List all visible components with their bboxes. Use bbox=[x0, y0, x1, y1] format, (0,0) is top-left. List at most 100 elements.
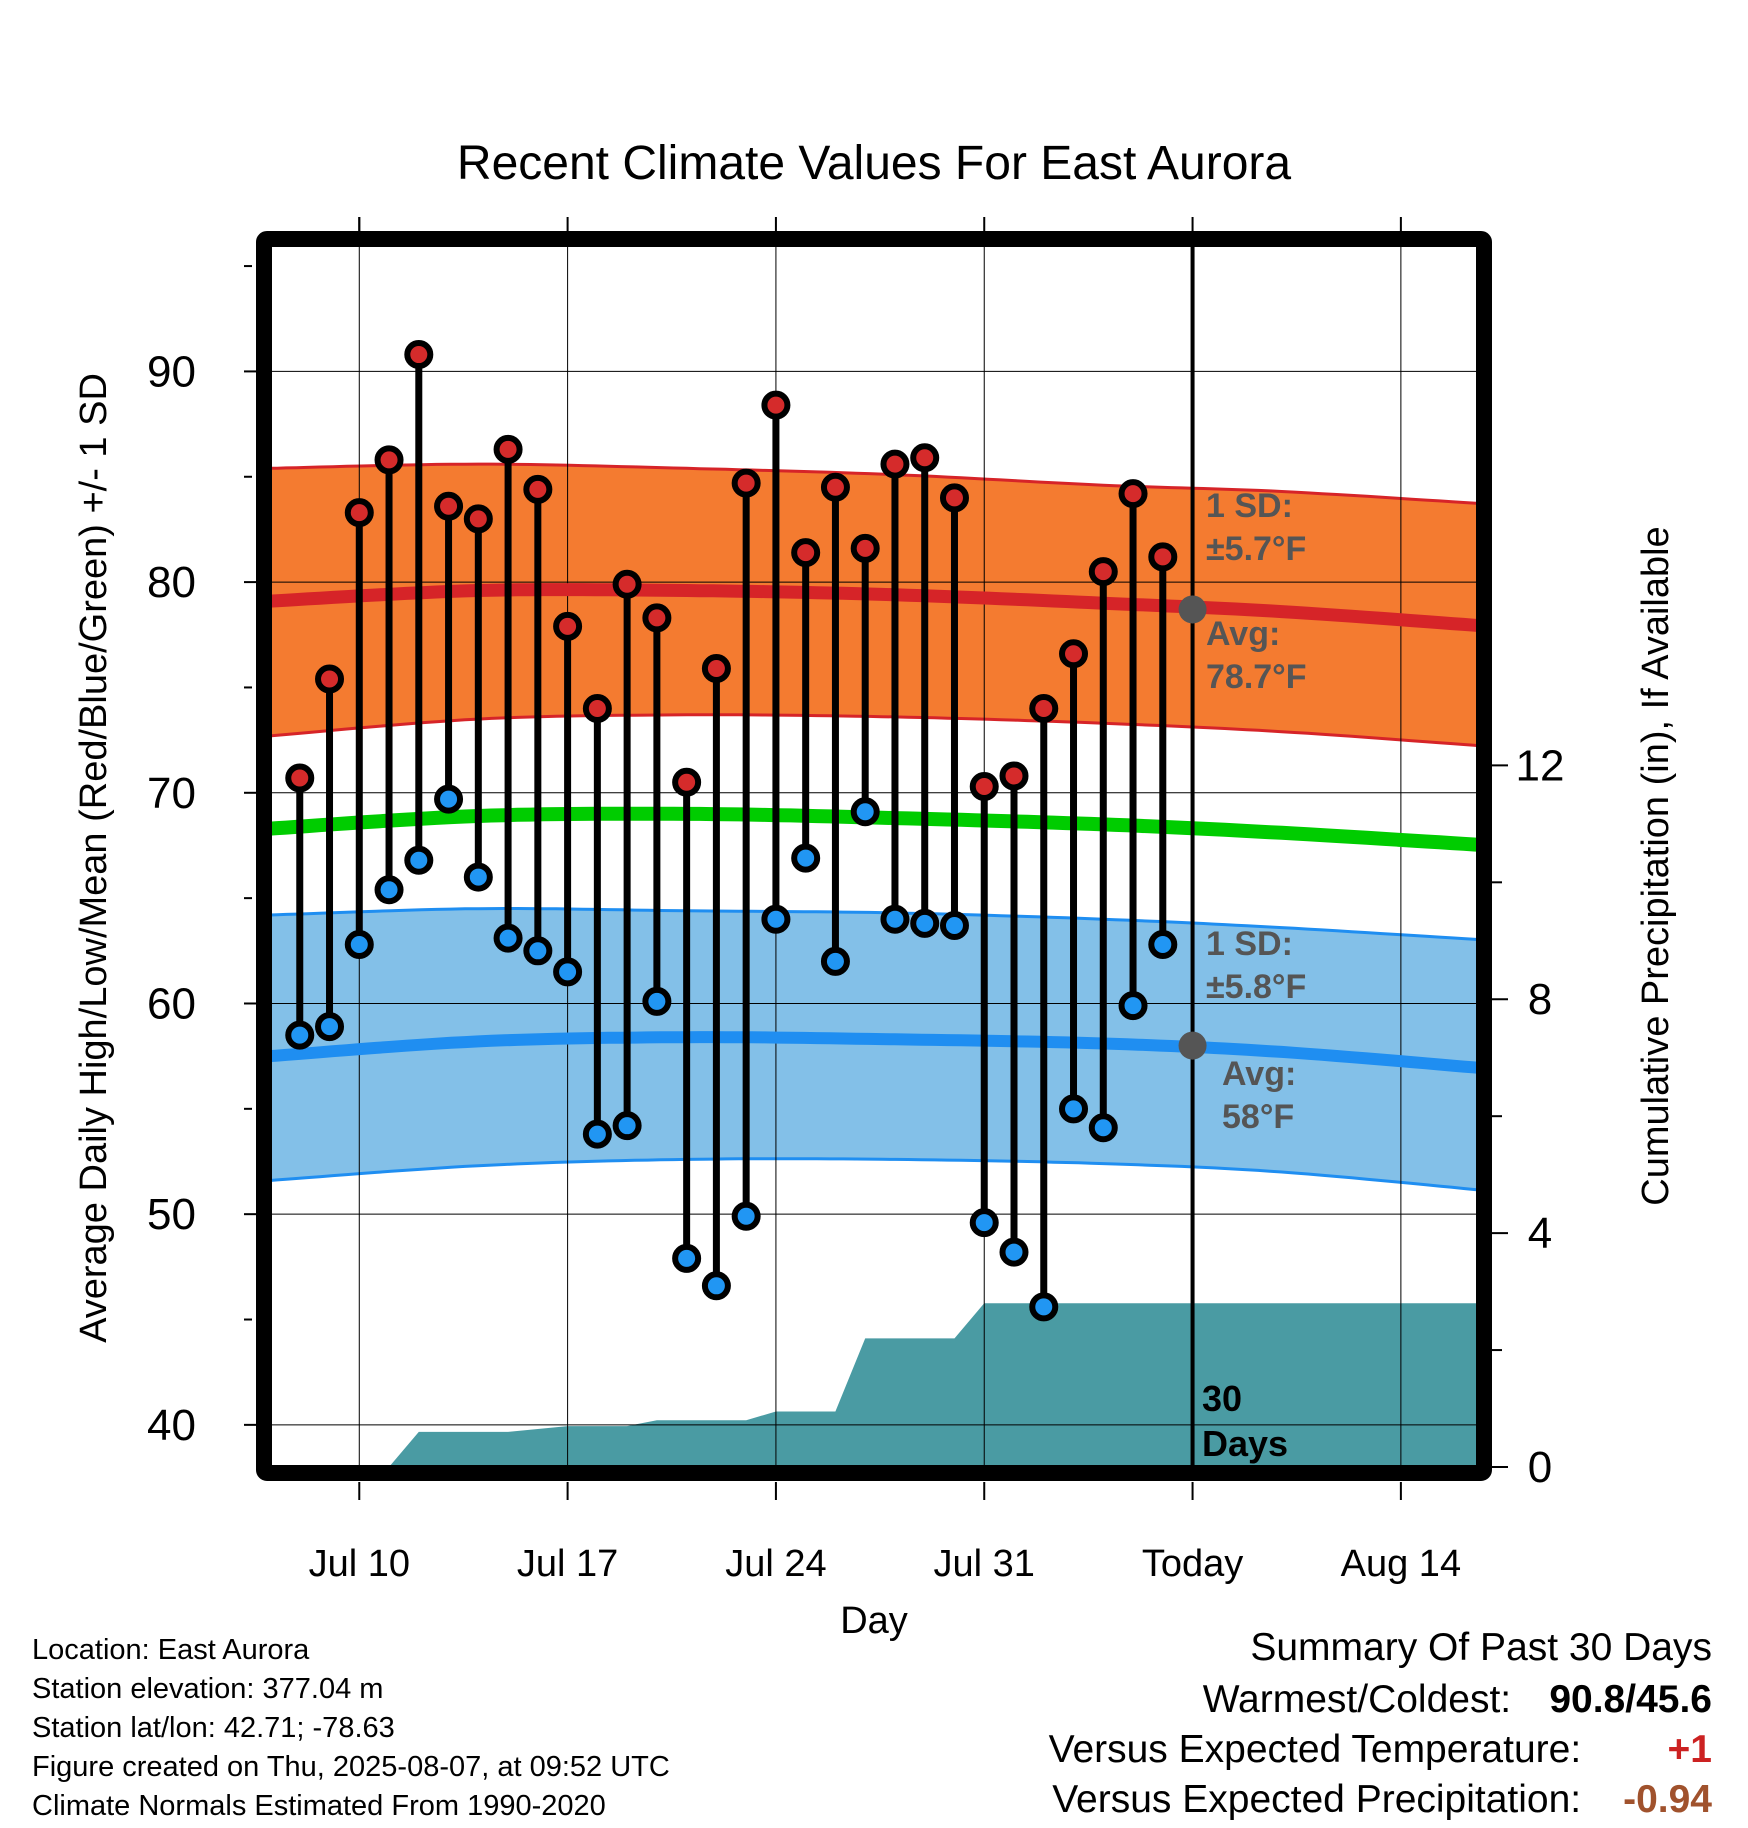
daily-high-point bbox=[523, 474, 553, 504]
daily-high-point bbox=[1088, 557, 1118, 587]
daily-low-point bbox=[910, 908, 940, 938]
daily-high-point bbox=[701, 653, 731, 683]
x-tick-label: Aug 14 bbox=[1341, 1543, 1461, 1585]
plot-content: 1 SD: ±5.7°F Avg: 78.7°F 1 SD: ±5.8°F Avg: 58°F… bbox=[270, 245, 1478, 1467]
daily-high-point bbox=[493, 434, 523, 464]
daily-high-point bbox=[850, 533, 880, 563]
daily-low-point bbox=[463, 862, 493, 892]
daily-low-point bbox=[1059, 1094, 1089, 1124]
summary-temp-value: +1 bbox=[1667, 1728, 1712, 1771]
daily-high-point bbox=[939, 483, 969, 513]
daily-high-point bbox=[1059, 639, 1089, 669]
low-mean-line bbox=[270, 1031, 1478, 1074]
y-tick-label: 90 bbox=[147, 347, 196, 396]
today-days-word: Days bbox=[1202, 1423, 1288, 1464]
daily-low-point bbox=[1088, 1113, 1118, 1143]
daily-high-point bbox=[969, 771, 999, 801]
daily-low-point bbox=[791, 843, 821, 873]
daily-low-point bbox=[701, 1271, 731, 1301]
y-tick-label: 60 bbox=[147, 979, 196, 1028]
daily-low-point bbox=[493, 923, 523, 953]
daily-high-point bbox=[285, 763, 315, 793]
high-sd-value: ±5.7°F bbox=[1206, 530, 1306, 568]
high-sd-label: 1 SD: bbox=[1206, 487, 1293, 525]
low-sd-label: 1 SD: bbox=[1206, 925, 1293, 963]
footer-location: Location: East Aurora bbox=[32, 1634, 310, 1666]
y2-tick-label: 0 bbox=[1528, 1443, 1552, 1492]
y2-tick-label: 8 bbox=[1528, 975, 1552, 1024]
daily-low-point bbox=[1029, 1292, 1059, 1322]
y-tick-label: 70 bbox=[147, 769, 196, 818]
daily-low-point bbox=[672, 1243, 702, 1273]
daily-high-point bbox=[582, 694, 612, 724]
y-tick-label: 40 bbox=[147, 1401, 196, 1450]
daily-low-point bbox=[582, 1119, 612, 1149]
daily-low-point bbox=[820, 946, 850, 976]
precip-area bbox=[270, 1303, 1478, 1467]
low-avg-label: Avg: bbox=[1222, 1055, 1296, 1093]
chart-title: Recent Climate Values For East Aurora bbox=[457, 137, 1291, 190]
plot-area: 1 SD: ±5.7°F Avg: 78.7°F 1 SD: ±5.8°F Avg: 58°F… bbox=[147, 217, 1564, 1585]
daily-low-point bbox=[880, 904, 910, 934]
daily-high-point bbox=[910, 443, 940, 473]
summary-precip-label: Versus Expected Precipitation: bbox=[1052, 1778, 1582, 1821]
y2-tick-label: 4 bbox=[1528, 1209, 1552, 1258]
y-axis-label: Average Daily High/Low/Mean (Red/Blue/Gr… bbox=[73, 373, 115, 1343]
daily-high-point bbox=[404, 340, 434, 370]
daily-low-point bbox=[761, 904, 791, 934]
daily-high-point bbox=[553, 611, 583, 641]
daily-low-point bbox=[404, 845, 434, 875]
y2-tick-label: 12 bbox=[1516, 741, 1565, 790]
low-avg-value: 58°F bbox=[1222, 1098, 1294, 1136]
daily-high-point bbox=[731, 468, 761, 498]
daily-low-point bbox=[939, 911, 969, 941]
summary-warm-cold-label: Warmest/Coldest: bbox=[1202, 1678, 1512, 1721]
high-avg-label: Avg: bbox=[1206, 615, 1280, 653]
daily-high-point bbox=[761, 390, 791, 420]
daily-high-point bbox=[1029, 694, 1059, 724]
x-axis-label: Day bbox=[840, 1600, 908, 1642]
summary-warm-cold-value: 90.8/45.6 bbox=[1549, 1678, 1712, 1721]
daily-high-point bbox=[791, 538, 821, 568]
mean-line bbox=[270, 806, 1478, 852]
high-avg-marker bbox=[1178, 595, 1207, 624]
daily-low-point bbox=[642, 986, 672, 1016]
plot-frame bbox=[256, 231, 1492, 1481]
daily-low-point bbox=[285, 1020, 315, 1050]
daily-low-point bbox=[523, 936, 553, 966]
high-avg-value: 78.7°F bbox=[1206, 658, 1307, 696]
footer-latlon: Station lat/lon: 42.71; -78.63 bbox=[32, 1712, 395, 1744]
y-tick-label: 80 bbox=[147, 558, 196, 607]
daily-high-point bbox=[642, 603, 672, 633]
footer-normals: Climate Normals Estimated From 1990-2020 bbox=[32, 1790, 606, 1822]
x-tick-label: Jul 17 bbox=[517, 1543, 618, 1585]
daily-high-point bbox=[1118, 479, 1148, 509]
daily-high-point bbox=[344, 498, 374, 528]
y-tick-label: 50 bbox=[147, 1190, 196, 1239]
summary-warm-cold: Warmest/Coldest: 90.8/45.6 bbox=[1203, 1678, 1712, 1722]
daily-high-point bbox=[434, 491, 464, 521]
daily-high-point bbox=[1148, 542, 1178, 572]
daily-low-point bbox=[612, 1111, 642, 1141]
daily-low-point bbox=[999, 1237, 1029, 1267]
footer-elevation: Station elevation: 377.04 m bbox=[32, 1673, 384, 1705]
daily-high-point bbox=[880, 449, 910, 479]
low-avg-marker bbox=[1178, 1031, 1207, 1060]
footer-created: Figure created on Thu, 2025-08-07, at 09… bbox=[32, 1751, 670, 1783]
high-sd-band bbox=[270, 464, 1478, 746]
daily-low-point bbox=[553, 957, 583, 987]
x-tick-label: Today bbox=[1142, 1543, 1243, 1585]
x-tick-label: Jul 31 bbox=[934, 1543, 1035, 1585]
x-tick-label: Jul 10 bbox=[309, 1543, 410, 1585]
daily-high-point bbox=[999, 761, 1029, 791]
daily-low-point bbox=[1148, 929, 1178, 959]
daily-low-point bbox=[850, 797, 880, 827]
summary-precip: Versus Expected Precipitation: -0.94 bbox=[1052, 1778, 1712, 1822]
summary-title: Summary Of Past 30 Days bbox=[1250, 1626, 1712, 1669]
summary-precip-value: -0.94 bbox=[1623, 1778, 1712, 1821]
x-tick-label: Jul 24 bbox=[725, 1543, 826, 1585]
daily-high-point bbox=[672, 767, 702, 797]
daily-high-point bbox=[820, 472, 850, 502]
summary-temp: Versus Expected Temperature: +1 bbox=[1049, 1728, 1712, 1772]
